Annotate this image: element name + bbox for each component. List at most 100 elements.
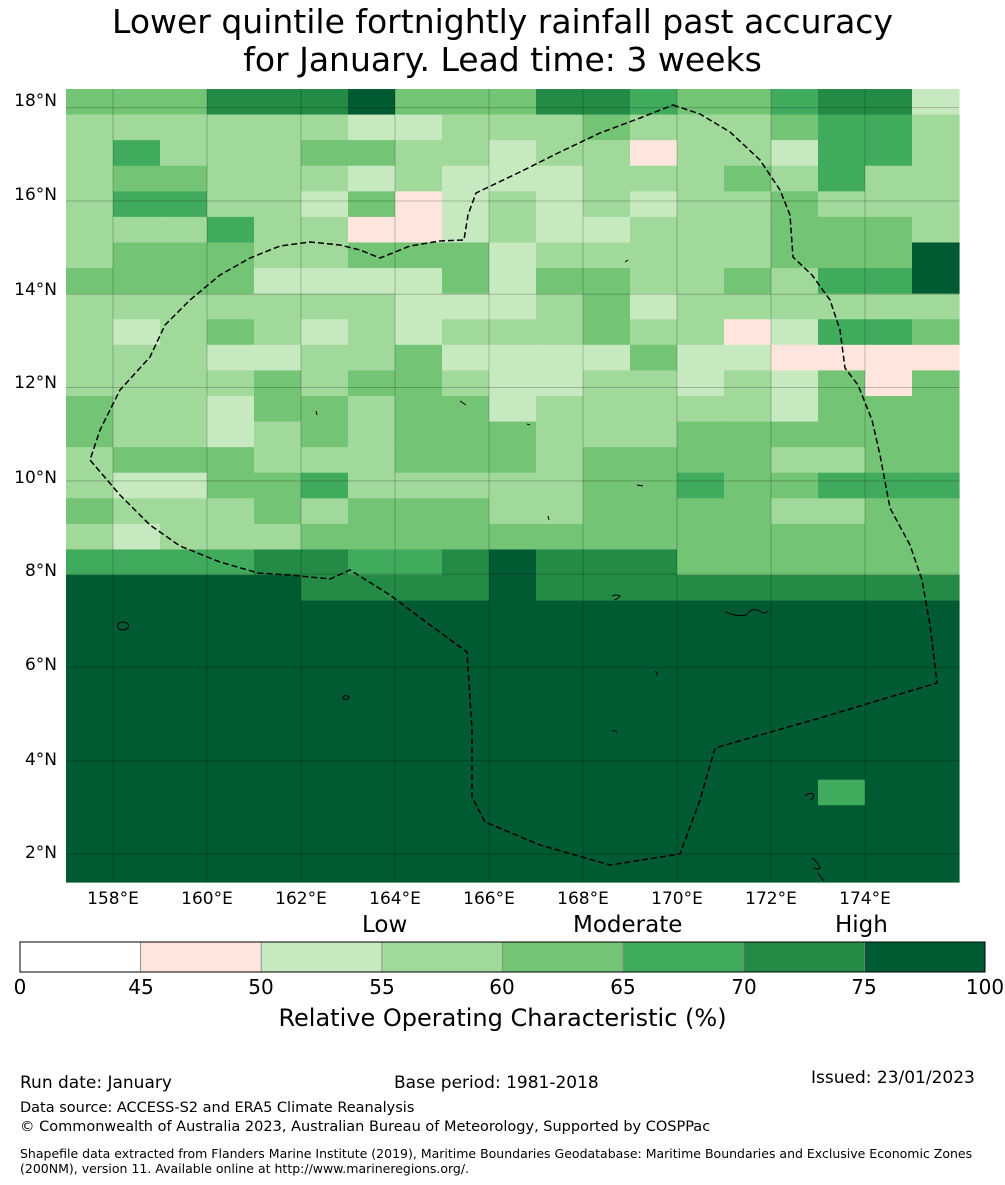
grid-cell: [677, 677, 725, 704]
grid-cell: [489, 216, 537, 244]
grid-cell: [630, 293, 678, 320]
grid-cell: [160, 319, 208, 346]
grid-cell: [865, 472, 913, 499]
grid-cell: [113, 242, 161, 269]
grid-cell: [489, 114, 537, 141]
grid-cell: [912, 165, 960, 192]
colorbar-swatch: [260, 941, 383, 973]
grid-cell: [160, 89, 208, 116]
grid-cell: [583, 702, 631, 730]
grid-cell: [724, 600, 772, 627]
grid-cell: [348, 293, 396, 320]
grid-cell: [630, 677, 678, 704]
grid-cell: [113, 447, 161, 474]
grid-cell: [301, 498, 349, 525]
grid-cell: [489, 728, 537, 755]
grid-cell: [348, 216, 396, 244]
grid-cell: [66, 677, 114, 704]
grid-cell: [865, 856, 913, 883]
grid-cell: [865, 677, 913, 704]
lat-label: 16°N: [14, 185, 57, 205]
grid-cell: [583, 754, 631, 781]
colorbar-tick: 70: [731, 975, 757, 999]
grid-cell: [865, 216, 913, 244]
grid-cell: [724, 89, 772, 116]
grid-cell: [583, 728, 631, 755]
grid-cell: [160, 651, 208, 678]
grid-cell: [771, 89, 819, 116]
grid-cell: [301, 575, 349, 602]
grid-cell: [66, 472, 114, 499]
grid-cell: [207, 89, 255, 116]
grid-cell: [301, 472, 349, 499]
grid-cell: [66, 268, 114, 295]
grid-cell: [771, 140, 819, 167]
grid-cell: [677, 370, 725, 397]
grid-cell: [583, 472, 631, 499]
grid-cell: [818, 191, 866, 218]
grid-cell: [113, 370, 161, 397]
grid-cell: [442, 114, 490, 141]
grid-cell: [301, 344, 349, 371]
grid-cell: [66, 779, 114, 806]
grid-cell: [348, 472, 396, 499]
grid-cell: [536, 523, 584, 551]
grid-cell: [771, 319, 819, 346]
grid-cell: [160, 370, 208, 397]
colorbar-tick: 100: [965, 975, 1005, 999]
grid-cell: [536, 600, 584, 627]
grid-cell: [865, 242, 913, 269]
grid-cell: [254, 677, 302, 704]
grid-cell: [677, 805, 725, 832]
grid-cell: [395, 549, 443, 576]
grid-cell: [66, 805, 114, 832]
grid-cell: [630, 472, 678, 499]
grid-cell: [724, 114, 772, 141]
grid-cell: [207, 472, 255, 499]
grid-cell: [865, 626, 913, 653]
grid-cell: [442, 754, 490, 781]
grid-cell: [912, 216, 960, 244]
grid-cell: [66, 395, 114, 423]
grid-cell: [442, 89, 490, 116]
grid-cell: [207, 114, 255, 141]
grid-cell: [583, 319, 631, 346]
grid-cell: [348, 549, 396, 576]
colorbar-swatch: [863, 941, 986, 973]
grid-cell: [348, 830, 396, 858]
grid-cell: [865, 370, 913, 397]
grid-cell: [254, 575, 302, 602]
grid-cell: [865, 830, 913, 858]
grid-cell: [395, 805, 443, 832]
grid-cell: [630, 728, 678, 755]
grid-cell: [912, 140, 960, 167]
grid-cell: [301, 165, 349, 192]
grid-cell: [66, 651, 114, 678]
grid-cell: [113, 421, 161, 448]
grid-cell: [677, 498, 725, 525]
grid-cell: [724, 216, 772, 244]
grid-cell: [818, 216, 866, 244]
grid-cell: [254, 626, 302, 653]
grid-cell: [348, 89, 396, 116]
grid-cell: [254, 344, 302, 371]
grid-cell: [489, 447, 537, 474]
grid-cell: [442, 165, 490, 192]
grid-cell: [301, 140, 349, 167]
grid-cell: [301, 600, 349, 627]
grid-cell: [160, 421, 208, 448]
grid-cell: [254, 216, 302, 244]
grid-cell: [348, 344, 396, 371]
grid-cell: [395, 575, 443, 602]
grid-cell: [912, 447, 960, 474]
grid-cell: [677, 191, 725, 218]
grid-cell: [677, 779, 725, 806]
grid-cell: [912, 805, 960, 832]
grid-cell: [113, 523, 161, 551]
lon-label: 164°E: [369, 889, 421, 909]
grid-cell: [489, 754, 537, 781]
grid-cell: [865, 575, 913, 602]
grid-cell: [66, 702, 114, 730]
grid-cell: [395, 498, 443, 525]
grid-cell: [442, 728, 490, 755]
